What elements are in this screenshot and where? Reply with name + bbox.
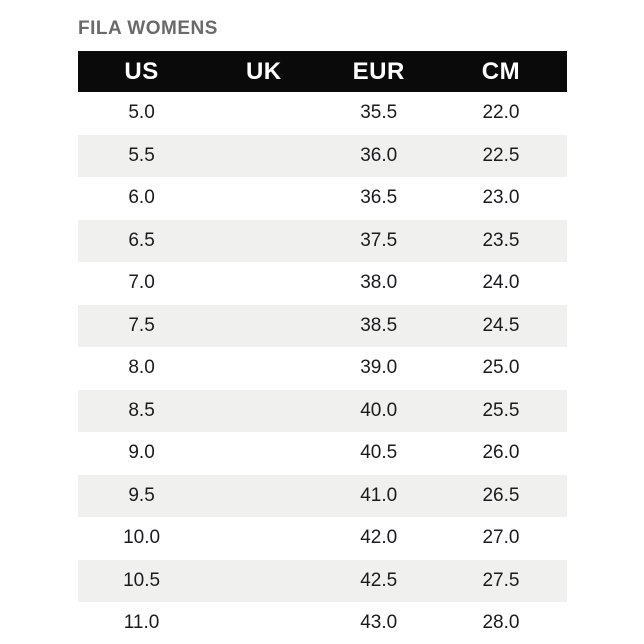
table-cell-us: 6.5 — [128, 229, 155, 251]
table-cell-cm: 26.5 — [482, 484, 520, 506]
table-row: 5.0 35.5 22.0 — [78, 92, 567, 135]
table-cell-cm: 23.5 — [482, 229, 520, 251]
table-row: 10.0 42.0 27.0 — [78, 517, 567, 560]
table-cell-us: 10.5 — [123, 569, 161, 591]
column-header-eur: EUR — [352, 57, 405, 85]
table-cell-eur: 35.5 — [360, 102, 398, 124]
table-cell-us: 8.5 — [128, 399, 155, 421]
table-cell-cm: 27.5 — [482, 569, 520, 591]
table-cell-cm: 23.0 — [482, 187, 520, 209]
table-cell-us: 8.0 — [128, 357, 155, 379]
table-cell-eur: 36.5 — [360, 187, 398, 209]
column-header-cm: CM — [481, 57, 521, 85]
table-row: 6.5 37.5 23.5 — [78, 219, 567, 262]
table-cell-cm: 26.0 — [482, 442, 520, 464]
table-row: 11.0 43.0 28.0 — [78, 602, 567, 644]
table-cell-eur: 39.0 — [360, 357, 398, 379]
column-header-uk: UK — [245, 57, 282, 85]
table-row: 5.5 36.0 22.5 — [78, 134, 567, 177]
table-cell-us: 11.0 — [123, 612, 160, 634]
table-cell-eur: 36.0 — [360, 144, 398, 166]
table-cell-us: 9.5 — [128, 484, 155, 506]
table-row: 10.5 42.5 27.5 — [78, 559, 567, 602]
size-conversion-table: US UK EUR CM 5.0 35.5 22.0 5.5 36.0 22.5 6.0 36.5 2… — [78, 51, 567, 644]
table-cell-eur: 38.0 — [360, 272, 398, 294]
table-cell-cm: 25.5 — [482, 399, 520, 421]
table-cell-cm: 22.5 — [482, 144, 520, 166]
table-cell-cm: 27.0 — [482, 527, 520, 549]
table-cell-eur: 40.0 — [360, 399, 398, 421]
table-cell-cm: 28.0 — [482, 612, 520, 634]
table-cell-eur: 40.5 — [360, 442, 398, 464]
table-cell-cm: 22.0 — [482, 102, 520, 124]
table-cell-us: 5.0 — [128, 102, 155, 124]
table-cell-cm: 24.5 — [482, 314, 520, 336]
column-header-us: US — [124, 57, 159, 85]
table-cell-eur: 38.5 — [360, 314, 398, 336]
table-header-row: US UK EUR CM — [78, 51, 567, 92]
table-cell-eur: 42.5 — [360, 569, 398, 591]
table-cell-eur: 42.0 — [360, 527, 398, 549]
table-cell-us: 6.0 — [128, 187, 155, 209]
table-cell-us: 7.5 — [128, 314, 155, 336]
table-row: 7.5 38.5 24.5 — [78, 304, 567, 347]
table-row: 9.0 40.5 26.0 — [78, 432, 567, 475]
table-row: 7.0 38.0 24.0 — [78, 262, 567, 305]
size-chart-page: FILA WOMENS US UK EUR CM 5.0 35.5 22.0 5.5 36.0… — [78, 18, 567, 644]
table-cell-eur: 41.0 — [360, 484, 398, 506]
table-cell-eur: 37.5 — [360, 229, 398, 251]
table-cell-us: 7.0 — [128, 272, 155, 294]
table-row: 6.0 36.5 23.0 — [78, 177, 567, 220]
table-cell-us: 9.0 — [128, 442, 155, 464]
table-body: 5.0 35.5 22.0 5.5 36.0 22.5 6.0 36.5 23.0 6.5 37.5… — [78, 92, 567, 644]
table-cell-cm: 25.0 — [482, 357, 520, 379]
size-chart-title: FILA WOMENS — [78, 18, 218, 39]
table-cell-us: 5.5 — [128, 144, 155, 166]
table-row: 8.0 39.0 25.0 — [78, 347, 567, 390]
table-row: 9.5 41.0 26.5 — [78, 474, 567, 517]
table-row: 8.5 40.0 25.5 — [78, 389, 567, 432]
table-cell-us: 10.0 — [123, 527, 161, 549]
table-cell-eur: 43.0 — [360, 612, 398, 634]
table-cell-cm: 24.0 — [482, 272, 520, 294]
